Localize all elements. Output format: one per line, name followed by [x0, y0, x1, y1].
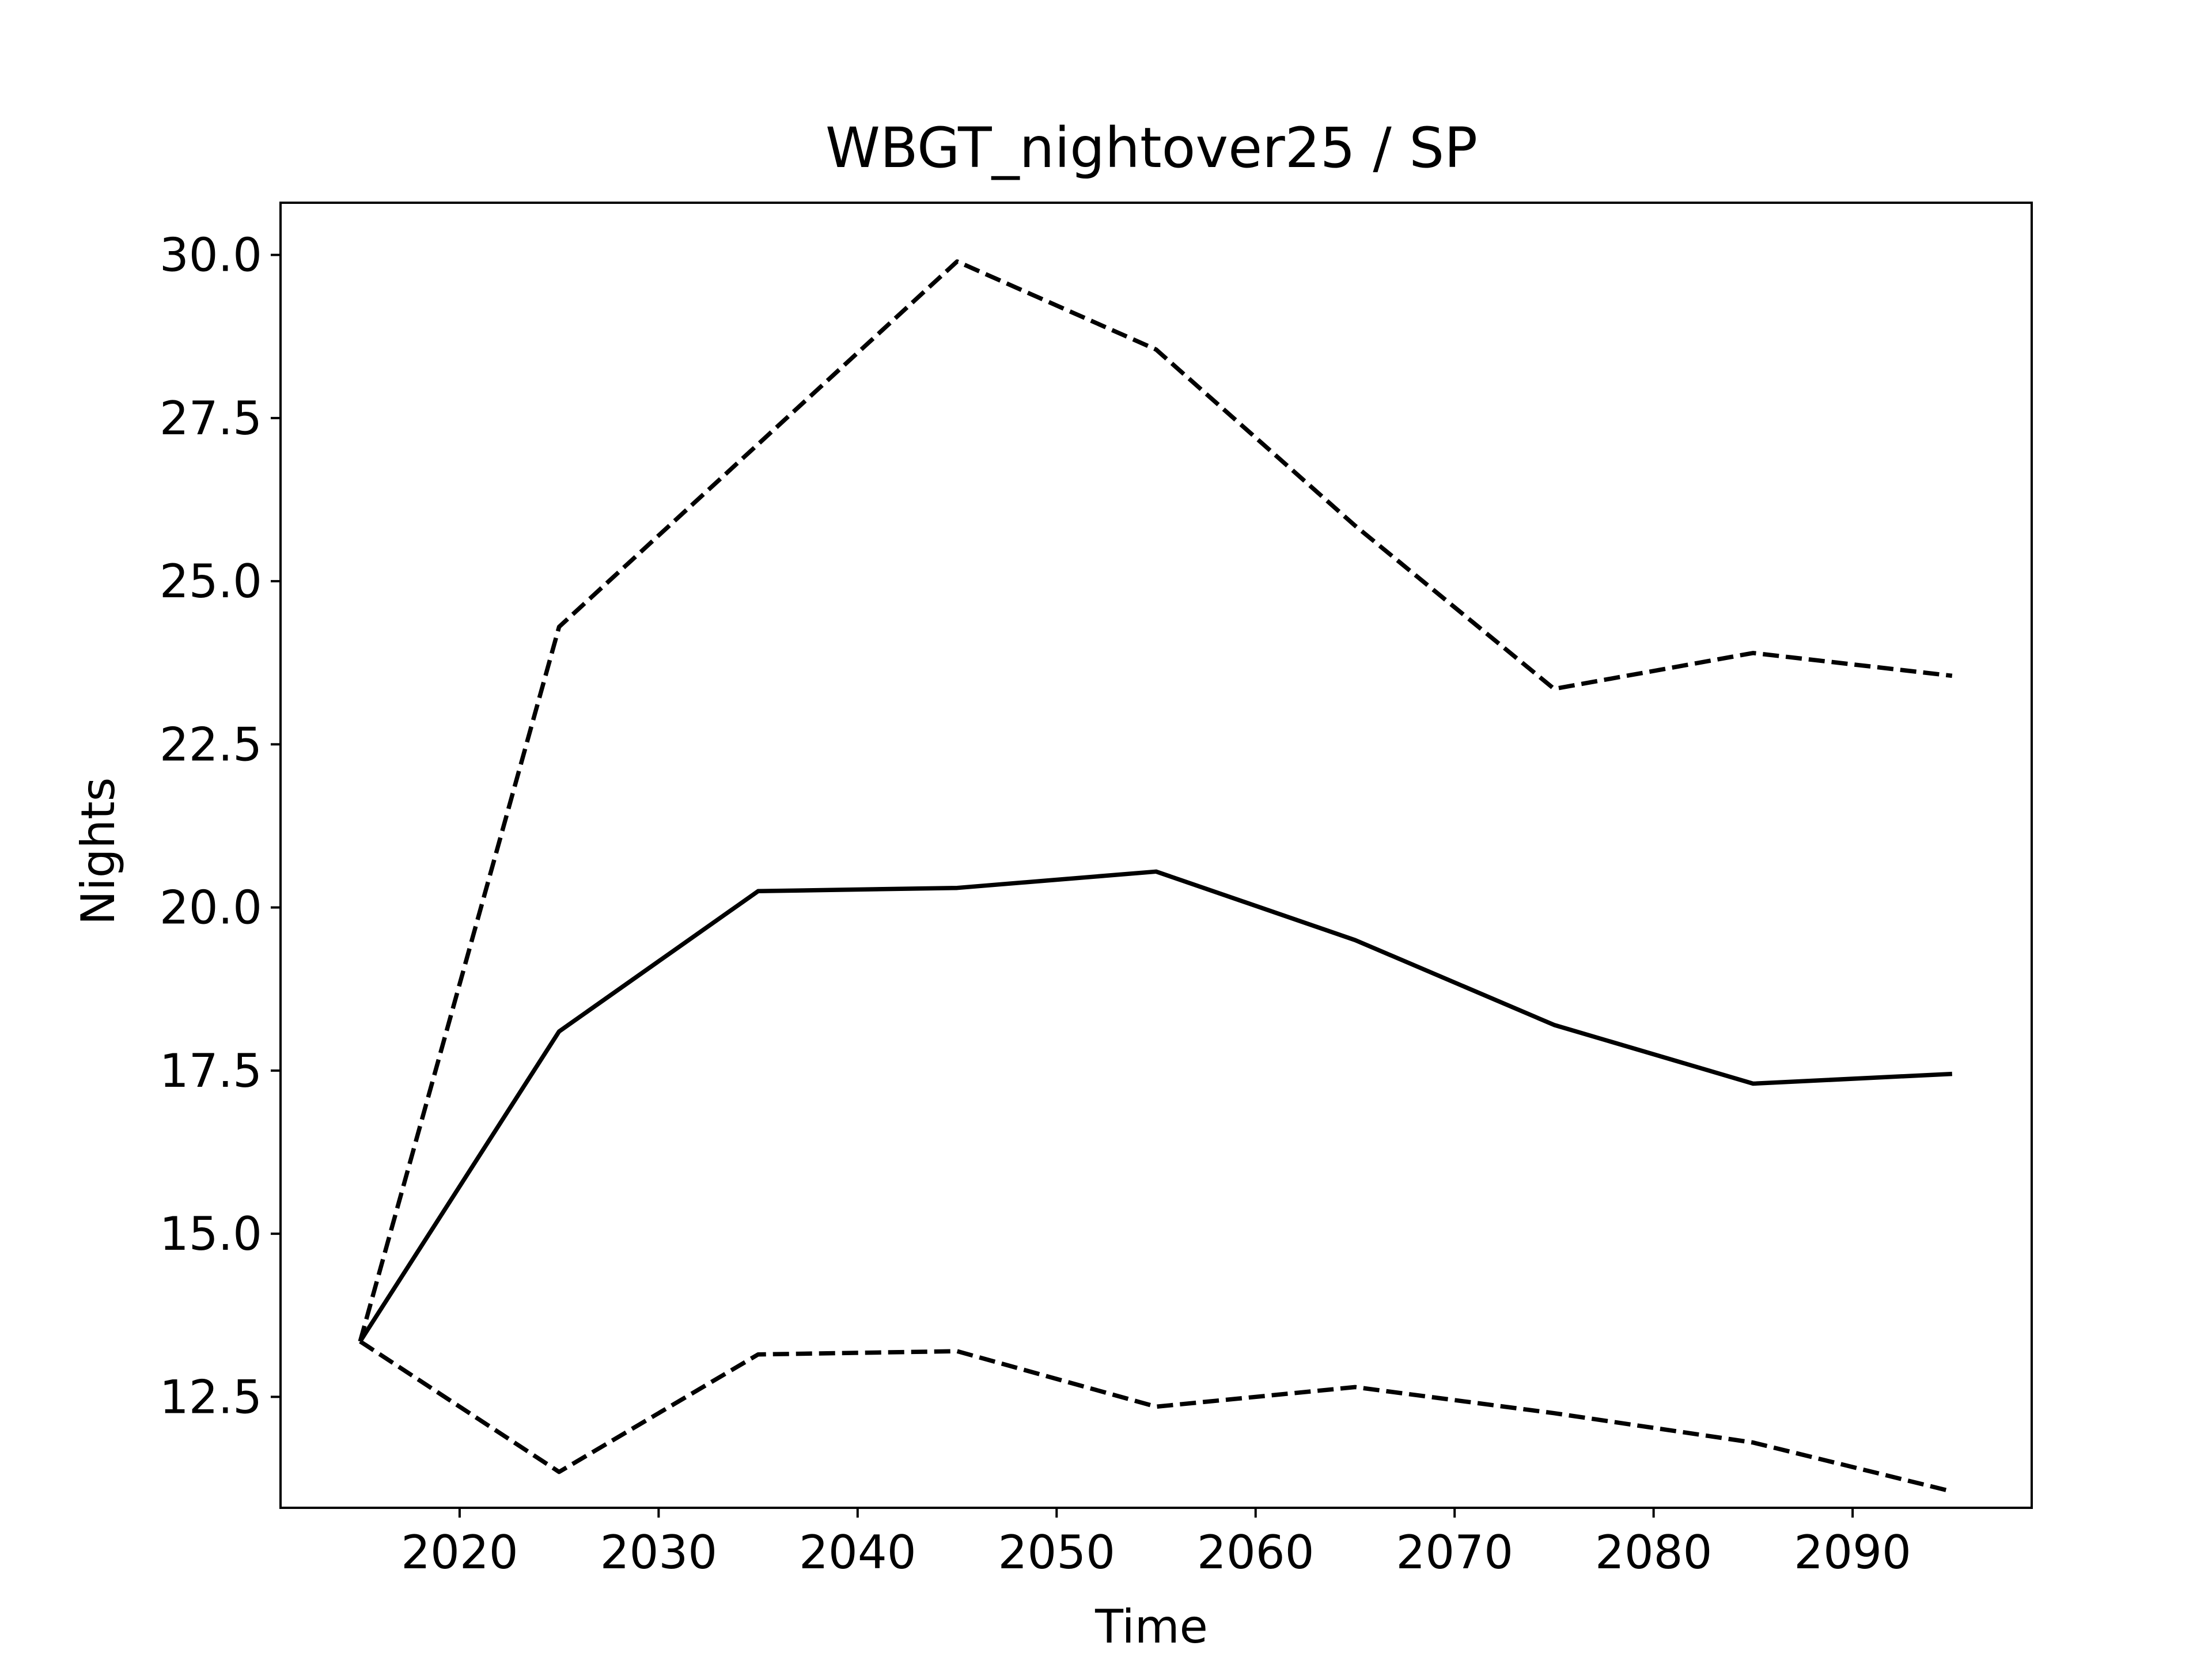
x-tick-label: 2040 — [799, 1526, 916, 1579]
y-axis-label: Nights — [71, 778, 125, 926]
x-tick-label: 2050 — [998, 1526, 1115, 1579]
plot-frame — [279, 202, 2033, 1509]
x-tick-label: 2070 — [1396, 1526, 1513, 1579]
y-tick-label: 30.0 — [160, 229, 262, 282]
y-tick-label: 27.5 — [160, 392, 262, 445]
x-tick-label: 2060 — [1197, 1526, 1315, 1579]
series-line-2 — [358, 259, 1953, 1343]
x-tick-label: 2030 — [600, 1526, 718, 1579]
y-tick-label: 25.0 — [160, 555, 262, 608]
y-tick-label: 22.5 — [160, 718, 262, 771]
series-line-3 — [359, 1339, 1953, 1494]
y-tick-label: 20.0 — [160, 881, 262, 935]
x-axis-label: Time — [1094, 1600, 1208, 1654]
plot-area: 2020 2030 2040 2050 2060 2070 2080 2090 12.5 15.0… — [160, 202, 2033, 1579]
y-tick-label: 12.5 — [160, 1370, 262, 1424]
series-line-1 — [358, 869, 1952, 1343]
y-tick-label: 17.5 — [160, 1044, 262, 1098]
y-tick-label: 15.0 — [160, 1207, 262, 1261]
x-tick-label: 2080 — [1595, 1526, 1713, 1579]
x-tick-label: 2020 — [401, 1526, 518, 1579]
x-tick-label: 2090 — [1794, 1526, 1911, 1579]
chart-title: WBGT_nightover25 / SP — [825, 116, 1478, 180]
